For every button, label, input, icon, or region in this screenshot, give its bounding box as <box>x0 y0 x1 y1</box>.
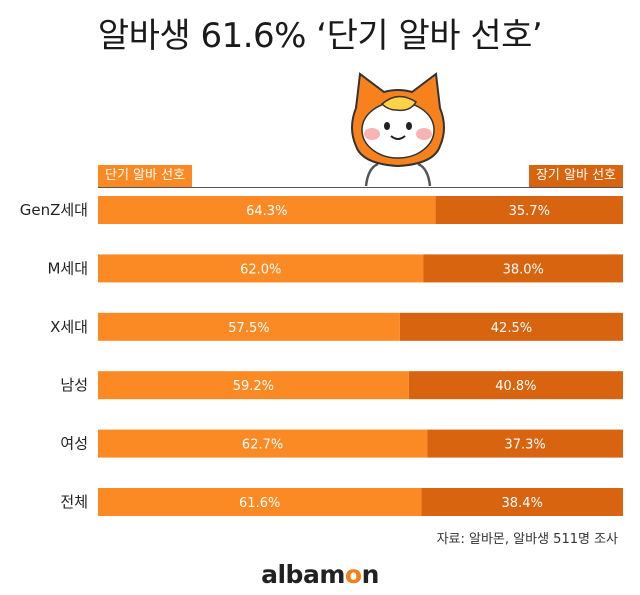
category-label: 남성 <box>60 376 88 394</box>
bar-short-term <box>98 254 424 283</box>
category-label: 전체 <box>60 493 88 511</box>
category-label: 여성 <box>60 435 88 453</box>
data-label: 37.3% <box>504 438 545 453</box>
data-label: 61.6% <box>239 496 280 511</box>
bar-long-term <box>421 488 623 516</box>
bar-long-term <box>399 312 623 341</box>
data-label: 64.3% <box>246 204 287 219</box>
data-label: 62.7% <box>242 438 283 453</box>
data-label: 38.0% <box>503 262 544 277</box>
data-label: 38.4% <box>502 496 543 511</box>
bar-short-term <box>98 312 400 341</box>
data-label: 62.0% <box>240 262 281 277</box>
category-label: X세대 <box>50 318 88 336</box>
legend-short-term: 단기 알바 선호 <box>98 165 193 187</box>
albamon-logo: albamon <box>0 560 640 589</box>
data-label: 57.5% <box>228 321 269 336</box>
bar-long-term <box>423 254 623 283</box>
bar-long-term <box>435 196 623 224</box>
bar-long-term <box>427 429 623 458</box>
bar-short-term <box>98 371 409 400</box>
logo-suffix: n <box>361 560 380 589</box>
legend-long-term: 장기 알바 선호 <box>528 165 623 187</box>
logo-o: o <box>344 560 362 589</box>
category-label: M세대 <box>47 259 88 277</box>
legend-divider <box>98 187 623 188</box>
data-label: 42.5% <box>491 321 532 336</box>
mascot-icon <box>351 72 445 187</box>
bar-short-term <box>98 429 428 458</box>
bar-short-term <box>98 196 436 224</box>
chart-title: 알바생 61.6% ‘단기 알바 선호’ <box>97 16 543 56</box>
bar-short-term <box>98 488 422 516</box>
logo-prefix: albam <box>261 560 345 589</box>
bar-long-term <box>408 371 623 400</box>
data-label: 59.2% <box>233 379 274 394</box>
category-label: GenZ세대 <box>20 201 88 219</box>
data-label: 40.8% <box>495 379 536 394</box>
data-label: 35.7% <box>509 204 550 219</box>
source-note: 자료: 알바몬, 알바생 511명 조사 <box>436 532 618 547</box>
